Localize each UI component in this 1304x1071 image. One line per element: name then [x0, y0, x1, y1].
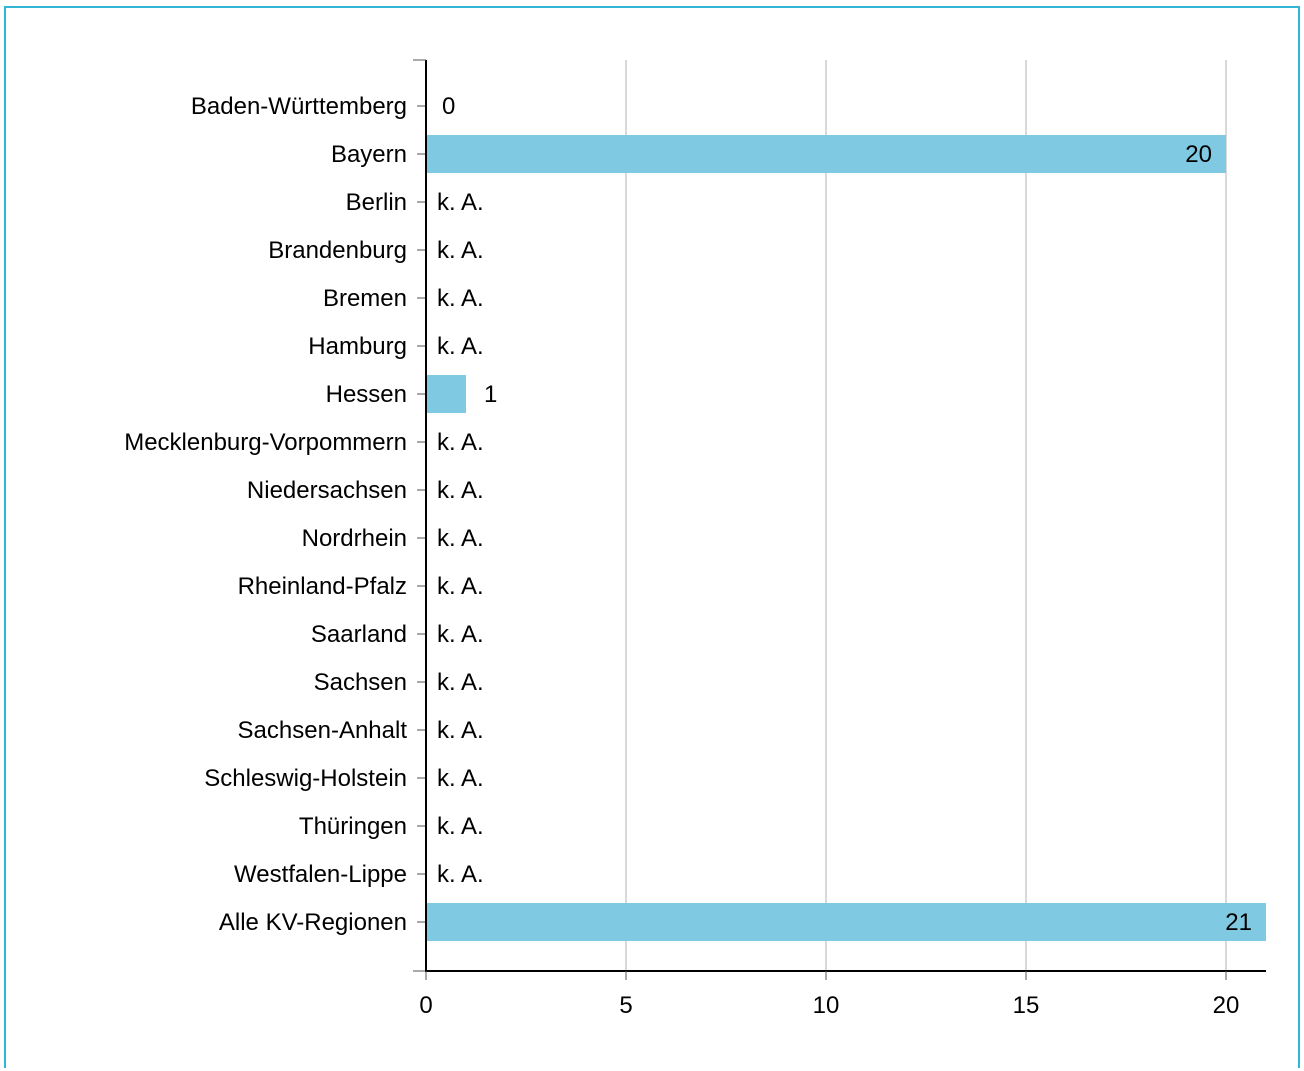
labels: Baden-Württemberg 0 Bayern 20 Berlin k. A. Bra…	[124, 93, 1252, 1019]
category-label: Sachsen-Anhalt	[238, 717, 408, 744]
category-label: Baden-Württemberg	[191, 93, 407, 120]
category-label: Westfalen-Lippe	[234, 861, 407, 888]
category-label: Alle KV-Regionen	[219, 909, 407, 936]
value-label: k. A.	[437, 237, 484, 264]
value-label: k. A.	[437, 669, 484, 696]
value-label: 0	[442, 93, 455, 120]
value-label: 1	[484, 381, 497, 408]
category-label: Niedersachsen	[247, 477, 407, 504]
category-label: Berlin	[346, 189, 407, 216]
category-label: Nordrhein	[302, 525, 407, 552]
category-label: Rheinland-Pfalz	[238, 573, 407, 600]
value-label: 20	[1185, 141, 1212, 168]
bars	[426, 135, 1266, 941]
x-tick-label: 0	[419, 992, 432, 1019]
gridlines	[625, 60, 1227, 971]
x-tick-label: 5	[619, 992, 632, 1019]
value-label: k. A.	[437, 717, 484, 744]
value-label: k. A.	[437, 333, 484, 360]
axes	[413, 59, 1266, 980]
value-label: k. A.	[437, 189, 484, 216]
category-label: Brandenburg	[268, 237, 407, 264]
category-label: Schleswig-Holstein	[204, 765, 407, 792]
value-label: k. A.	[437, 477, 484, 504]
x-tick-label: 15	[1013, 992, 1040, 1019]
category-label: Bayern	[331, 141, 407, 168]
bar	[426, 903, 1266, 941]
x-tick-label: 20	[1213, 992, 1240, 1019]
category-label: Thüringen	[299, 813, 407, 840]
value-label: k. A.	[437, 573, 484, 600]
value-label: k. A.	[437, 621, 484, 648]
bar	[426, 135, 1226, 173]
x-tick-label: 10	[813, 992, 840, 1019]
value-label: 21	[1225, 909, 1252, 936]
value-label: k. A.	[437, 525, 484, 552]
category-label: Sachsen	[314, 669, 407, 696]
category-label: Hamburg	[308, 333, 407, 360]
category-label: Mecklenburg-Vorpommern	[124, 429, 407, 456]
value-label: k. A.	[437, 285, 484, 312]
value-label: k. A.	[437, 429, 484, 456]
category-label: Saarland	[311, 621, 407, 648]
category-label: Bremen	[323, 285, 407, 312]
category-label: Hessen	[326, 381, 407, 408]
value-label: k. A.	[437, 765, 484, 792]
value-label: k. A.	[437, 861, 484, 888]
value-label: k. A.	[437, 813, 484, 840]
chart-frame	[4, 6, 1300, 1068]
bar	[426, 375, 466, 413]
